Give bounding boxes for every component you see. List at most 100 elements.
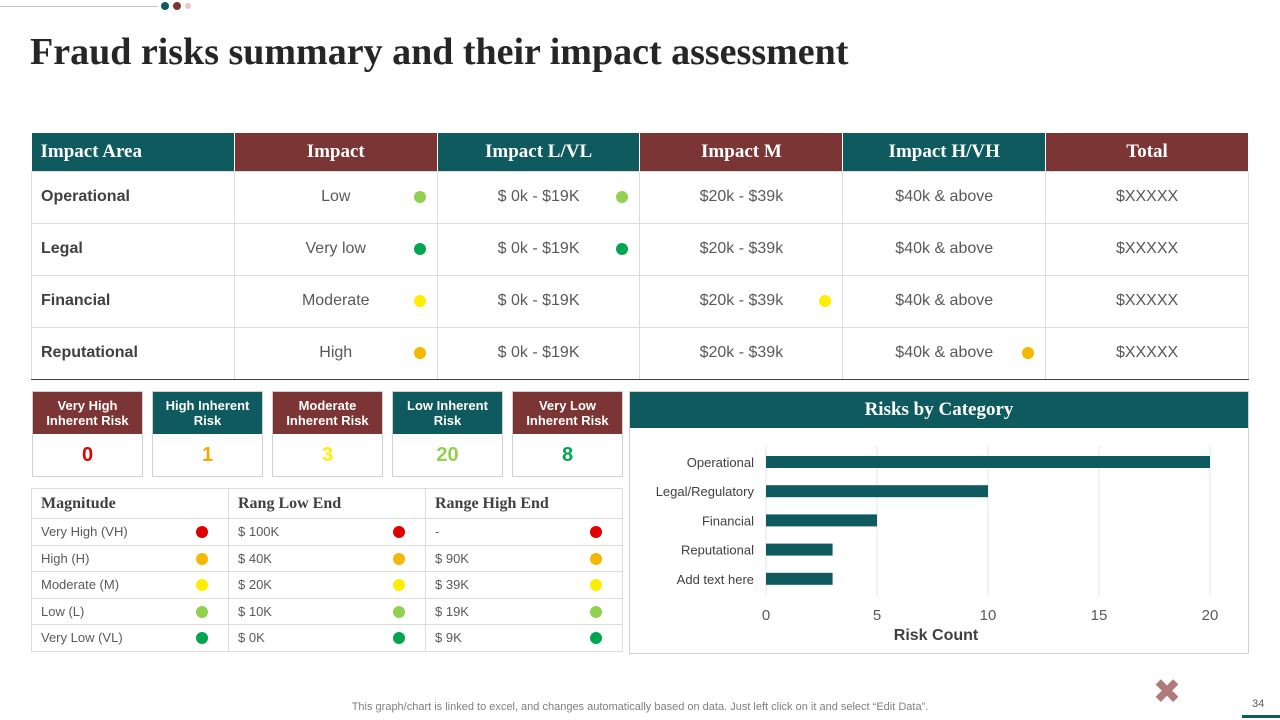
header-high-end: Range High End	[425, 488, 623, 519]
status-dot-icon	[616, 242, 629, 255]
high-cell: $ 90K	[425, 544, 623, 572]
header-impact-hvh: Impact H/VH	[842, 133, 1047, 171]
table-row: Moderate (M) $ 20K $ 39K	[31, 571, 623, 599]
table-row: Very Low (VL) $ 0K $ 9K	[31, 624, 623, 652]
hvh-cell: $40k & above	[842, 222, 1047, 276]
risk-box-label: Moderate Inherent Risk	[273, 392, 382, 434]
status-dot-icon	[1022, 346, 1035, 359]
risk-box-high: High Inherent Risk 1	[152, 391, 263, 477]
status-dot-icon	[590, 632, 602, 644]
status-dot-icon	[393, 632, 405, 644]
low-cell: $ 10K	[228, 597, 426, 625]
status-dot-icon	[413, 242, 426, 255]
lvl-cell: $ 0k - $19K	[436, 326, 641, 380]
bar	[766, 572, 833, 585]
header-total: Total	[1045, 133, 1249, 171]
magnitude-cell: Low (L)	[31, 597, 229, 625]
close-icon[interactable]: ✖	[1152, 673, 1182, 711]
area-cell: Legal	[31, 222, 235, 276]
status-dot-icon	[393, 605, 405, 618]
magnitude-cell: Very High (VH)	[31, 518, 229, 546]
low-text: $ 100K	[238, 524, 280, 540]
m-cell: $20k - $39k	[639, 170, 844, 224]
impact-cell: Low	[233, 170, 438, 224]
low-cell: $ 20K	[228, 571, 426, 599]
magnitude-cell: High (H)	[31, 544, 229, 572]
header-low-end: Rang Low End	[228, 488, 426, 519]
magnitude-text: Very Low (VL)	[41, 630, 123, 646]
risk-box-label: Low Inherent Risk	[393, 392, 502, 434]
status-dot-icon	[590, 605, 602, 618]
category-label: Operational	[687, 455, 754, 470]
total-cell: $XXXXX	[1045, 222, 1249, 276]
impact-cell: Moderate	[233, 274, 438, 328]
x-tick-label: 20	[1202, 607, 1219, 624]
total-cell: $XXXXX	[1045, 274, 1249, 328]
lvl-text: $ 0k - $19K	[497, 188, 580, 205]
status-dot-icon	[819, 294, 832, 307]
category-label: Add text here	[677, 572, 754, 587]
status-dot-icon	[393, 579, 405, 591]
hvh-text: $40k & above	[895, 344, 994, 361]
risk-box-value: 3	[321, 444, 334, 466]
low-cell: $ 0K	[228, 624, 426, 652]
impact-cell: Very low	[233, 222, 438, 276]
magnitude-cell: Very Low (VL)	[31, 624, 229, 652]
table-row: Financial Moderate $ 0k - $19K $20k - $3…	[31, 274, 1249, 328]
page-number: 34	[1252, 698, 1265, 710]
m-cell: $20k - $39k	[639, 274, 844, 328]
high-text: -	[435, 524, 440, 540]
category-label: Reputational	[681, 543, 754, 558]
impact-cell: High	[233, 326, 438, 380]
high-text: $ 9K	[435, 630, 462, 646]
status-dot-icon	[413, 294, 426, 307]
header-impact: Impact	[234, 133, 438, 171]
status-dot-icon	[196, 526, 208, 538]
risk-box-very-high: Very High Inherent Risk 0	[32, 391, 143, 477]
low-cell: $ 100K	[228, 518, 426, 546]
x-tick-label: 0	[762, 607, 770, 624]
status-dot-icon	[196, 579, 208, 591]
header-dot-pink	[185, 3, 191, 9]
risks-by-category-chart[interactable]: Risks by Category 0 5 10 15 20 Operational Leg…	[629, 391, 1249, 654]
status-dot-icon	[590, 552, 602, 565]
status-dot-icon	[196, 632, 208, 644]
magnitude-table-header: Magnitude Rang Low End Range High End	[31, 488, 623, 519]
magnitude-text: Low (L)	[41, 603, 85, 619]
bar	[766, 485, 988, 498]
status-dot-icon	[196, 552, 208, 565]
status-dot-icon	[393, 526, 405, 538]
high-cell: -	[425, 518, 623, 546]
magnitude-cell: Moderate (M)	[31, 571, 229, 599]
risk-box-label: High Inherent Risk	[153, 392, 262, 434]
status-dot-icon	[616, 190, 629, 203]
total-cell: $XXXXX	[1045, 170, 1249, 224]
x-tick-label: 5	[873, 607, 881, 624]
header-dot-maroon	[173, 2, 181, 10]
category-label: Financial	[702, 513, 754, 528]
low-text: $ 40K	[238, 550, 272, 566]
header-impact-m: Impact M	[639, 133, 844, 171]
table-row: Legal Very low $ 0k - $19K $20k - $39k $…	[31, 222, 1249, 276]
low-text: $ 0K	[238, 630, 265, 646]
m-cell: $20k - $39k	[639, 222, 844, 276]
risk-box-value: 8	[561, 444, 574, 466]
table-row: Reputational High $ 0k - $19K $20k - $39…	[31, 326, 1249, 380]
table-row: High (H) $ 40K $ 90K	[31, 544, 623, 572]
header-impact-lvl: Impact L/VL	[437, 133, 641, 171]
risk-box-very-low: Very Low Inherent Risk 8	[512, 391, 623, 477]
risk-box-label: Very Low Inherent Risk	[513, 392, 622, 434]
slide-title: Fraud risks summary and their impact ass…	[30, 31, 849, 73]
header-magnitude: Magnitude	[31, 488, 229, 519]
header-dot-teal	[161, 2, 169, 10]
chart-plot: 0 5 10 15 20 Operational Legal/Regulatory Finan…	[656, 446, 1219, 644]
area-cell: Operational	[31, 170, 235, 224]
high-cell: $ 39K	[425, 571, 623, 599]
table-row: Operational Low $ 0k - $19K $20k - $39k …	[31, 170, 1249, 224]
total-cell: $XXXXX	[1045, 326, 1249, 380]
high-cell: $ 9K	[425, 624, 623, 652]
impact-table-header: Impact Area Impact Impact L/VL Impact M …	[31, 133, 1249, 171]
bar	[766, 543, 833, 556]
status-dot-icon	[413, 190, 426, 203]
impact-text: Very low	[305, 240, 366, 257]
